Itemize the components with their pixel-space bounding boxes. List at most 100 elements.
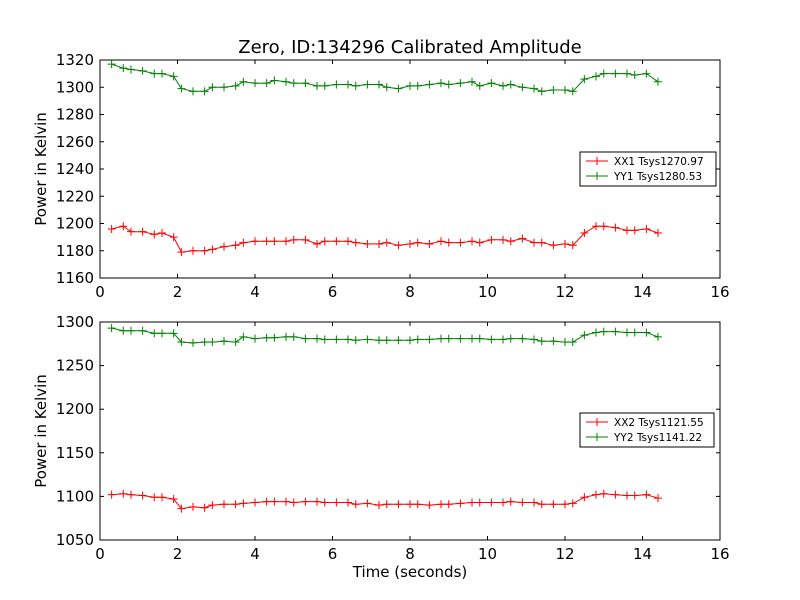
- data-point: [262, 237, 271, 246]
- data-point: [561, 85, 569, 94]
- legend-box: [579, 151, 717, 187]
- x-tick-label: 6: [328, 283, 338, 301]
- data-point: [344, 80, 352, 89]
- data-point: [568, 241, 577, 250]
- data-point: [592, 328, 600, 337]
- data-point: [262, 79, 271, 88]
- data-point: [200, 246, 209, 255]
- data-point: [549, 337, 558, 346]
- data-point: [630, 491, 639, 500]
- data-point: [289, 332, 298, 341]
- y-tick-label: 1320: [56, 51, 94, 69]
- data-point: [239, 238, 248, 247]
- data-point: [475, 334, 484, 343]
- data-point: [654, 229, 662, 238]
- data-point: [456, 499, 465, 508]
- data-point: [537, 87, 546, 96]
- data-point: [468, 237, 476, 246]
- x-tick-label: 16: [710, 545, 729, 563]
- data-point: [518, 498, 527, 507]
- data-point: [394, 500, 403, 509]
- data-point: [320, 335, 329, 344]
- data-point: [499, 81, 507, 90]
- data-point: [413, 81, 422, 90]
- data-point: [475, 81, 484, 90]
- data-point: [375, 501, 383, 510]
- data-point: [208, 501, 217, 510]
- y-tick-label: 1220: [56, 187, 94, 205]
- data-point: [568, 87, 577, 96]
- data-point: [599, 69, 608, 78]
- data-point: [425, 80, 434, 89]
- data-point: [220, 500, 228, 509]
- data-point: [251, 498, 259, 507]
- data-point: [623, 69, 631, 78]
- data-point: [561, 500, 569, 509]
- x-tick-label: 0: [95, 545, 105, 563]
- data-point: [177, 84, 186, 93]
- x-tick-label: 14: [633, 283, 652, 301]
- data-point: [537, 500, 546, 509]
- data-point: [425, 501, 434, 510]
- x-tick-label: 12: [555, 283, 574, 301]
- legend: XX2 Tsys1121.55 YY2 Tsys1141.22: [579, 412, 715, 448]
- data-point: [189, 87, 197, 96]
- data-point: [580, 493, 589, 502]
- data-point: [239, 77, 248, 86]
- data-point: [200, 503, 209, 512]
- data-point: [332, 80, 341, 89]
- data-point: [150, 69, 159, 78]
- data-point: [262, 333, 271, 342]
- data-point: [437, 334, 445, 343]
- data-point: [413, 335, 422, 344]
- chart-panel-2: 0 2 4 6 8 10 12 14 16 1050 1100 1150 1200 1250 1300 Pow…: [32, 313, 730, 563]
- data-point: [119, 326, 128, 335]
- data-point: [270, 237, 279, 246]
- data-point: [270, 333, 279, 342]
- data-point: [301, 497, 310, 506]
- data-point: [394, 336, 403, 345]
- legend-entry-label: YY1 Tsys1280.53: [613, 171, 702, 183]
- data-point: [351, 81, 360, 90]
- data-point: [282, 237, 290, 246]
- data-point: [332, 498, 341, 507]
- data-point: [406, 500, 414, 509]
- x-tick-label: 16: [710, 283, 729, 301]
- data-point: [642, 224, 651, 233]
- data-point: [561, 239, 569, 248]
- legend-swatch-marker: [593, 433, 601, 441]
- data-point: [394, 241, 403, 250]
- x-tick-label: 10: [478, 283, 497, 301]
- y-tick-label: 1180: [56, 242, 94, 260]
- data-point: [499, 498, 507, 507]
- x-tick-label: 8: [405, 545, 415, 563]
- data-point: [127, 65, 135, 74]
- data-point: [119, 64, 128, 73]
- data-point: [158, 493, 166, 502]
- data-point: [549, 500, 558, 509]
- data-point: [301, 334, 310, 343]
- data-point: [623, 491, 631, 500]
- data-point: [599, 327, 608, 336]
- data-point: [313, 239, 321, 248]
- data-point: [251, 79, 259, 88]
- data-point: [231, 338, 240, 347]
- data-point: [630, 328, 639, 337]
- data-point: [561, 338, 569, 347]
- data-point: [138, 491, 147, 500]
- data-point: [119, 222, 128, 231]
- data-point: [107, 224, 116, 233]
- data-point: [375, 239, 383, 248]
- data-point: [506, 237, 515, 246]
- data-point: [530, 238, 538, 247]
- data-point: [499, 235, 507, 244]
- data-point: [530, 335, 538, 344]
- data-point: [189, 338, 197, 347]
- data-point: [487, 235, 496, 244]
- x-tick-label: 4: [250, 545, 260, 563]
- data-point: [127, 490, 135, 499]
- data-point: [568, 338, 577, 347]
- data-point: [320, 237, 329, 246]
- data-point: [119, 489, 128, 498]
- data-point: [487, 498, 496, 507]
